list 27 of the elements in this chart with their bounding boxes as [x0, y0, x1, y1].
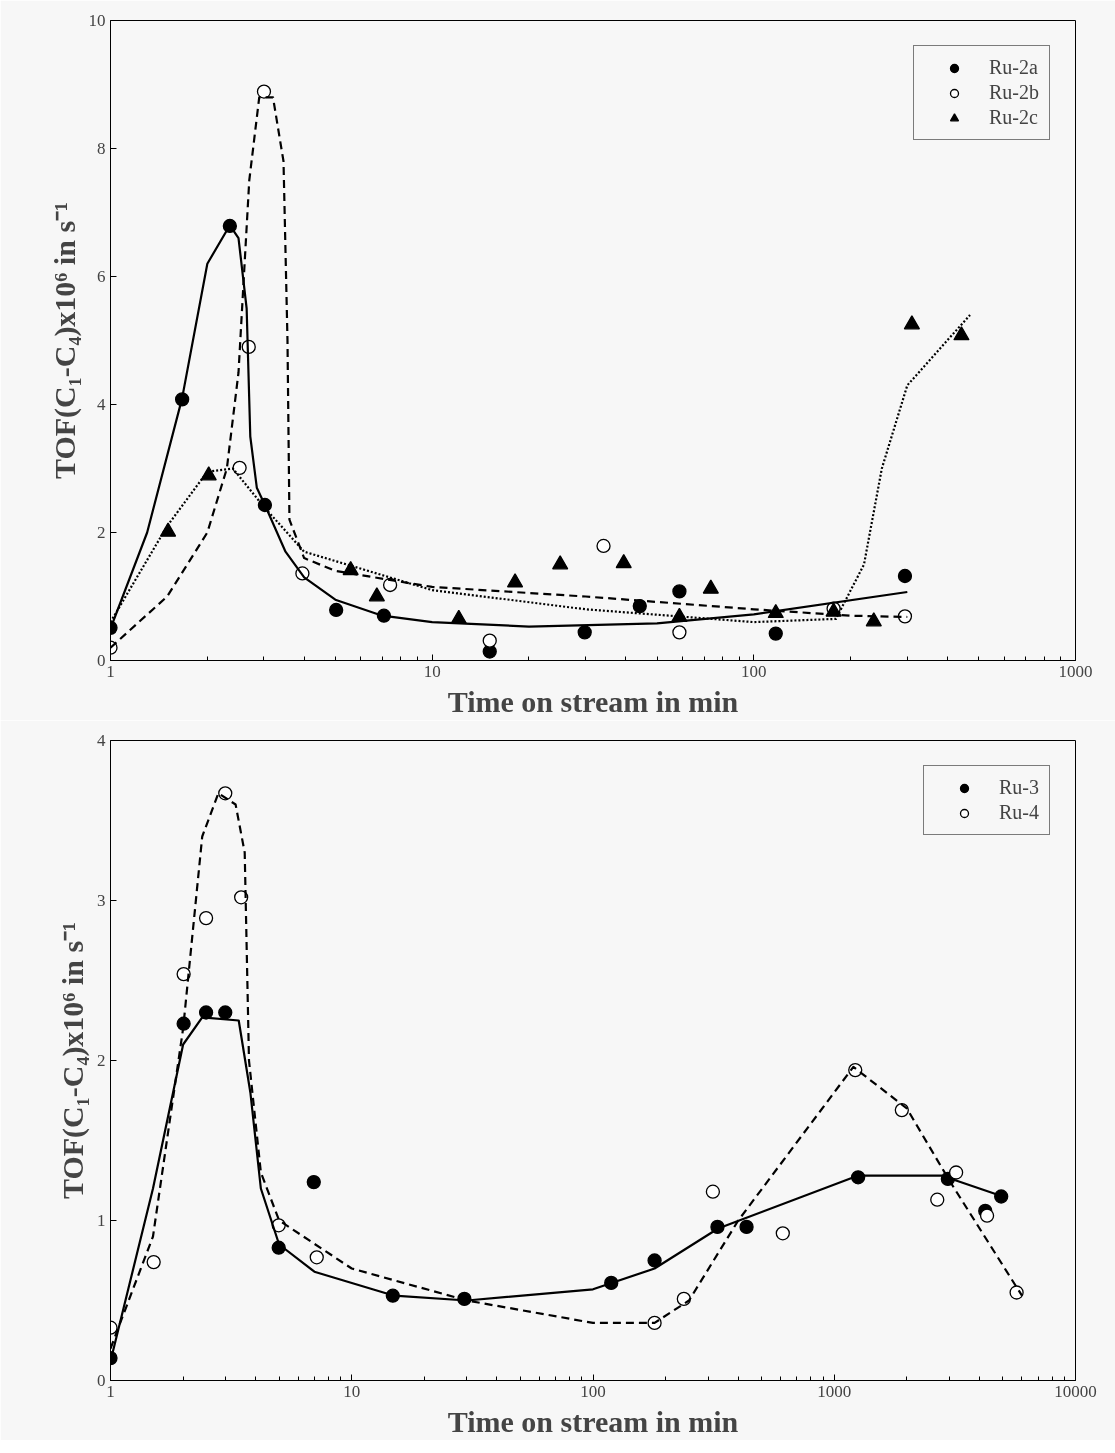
x-tick-label: 10000 [1054, 1381, 1097, 1401]
x-tick-label: 1000 [817, 1381, 852, 1401]
y-axis-title: TOF(C₁-C₄)x10⁶ in s⁻¹ [56, 921, 90, 1200]
legend-label: Ru-2b [989, 81, 1039, 104]
x-axis-title: Time on stream in min [447, 1404, 739, 1438]
y-tick-label: 3 [97, 891, 106, 910]
legend-label: Ru-2a [989, 56, 1038, 79]
y-axis-title: TOF(C₁-C₄)x10⁶ in s⁻¹ [47, 201, 82, 480]
y-tick-label: 4 [97, 731, 106, 750]
x-tick-label: 10 [423, 661, 441, 681]
y-tick-label: 4 [97, 395, 106, 414]
y-tick-label: 2 [97, 523, 106, 542]
legend-label: Ru-4 [999, 801, 1039, 824]
x-tick-label: 100 [580, 1381, 606, 1401]
y-tick-label: 1 [97, 1211, 106, 1230]
y-tick-label: 8 [97, 139, 106, 158]
y-tick-label: 6 [97, 267, 106, 286]
legend-label: Ru-3 [999, 776, 1039, 799]
y-tick-label: 10 [88, 11, 106, 30]
x-tick-label: 100 [741, 661, 767, 681]
y-tick-label: 0 [97, 651, 106, 670]
y-tick-label: 0 [97, 1371, 106, 1390]
x-tick-label: 1000 [1058, 661, 1093, 681]
legend-label: Ru-2c [989, 106, 1038, 129]
x-tick-label: 10 [343, 1381, 361, 1401]
x-axis-title: Time on stream in min [447, 684, 739, 718]
y-tick-label: 2 [97, 1051, 106, 1070]
